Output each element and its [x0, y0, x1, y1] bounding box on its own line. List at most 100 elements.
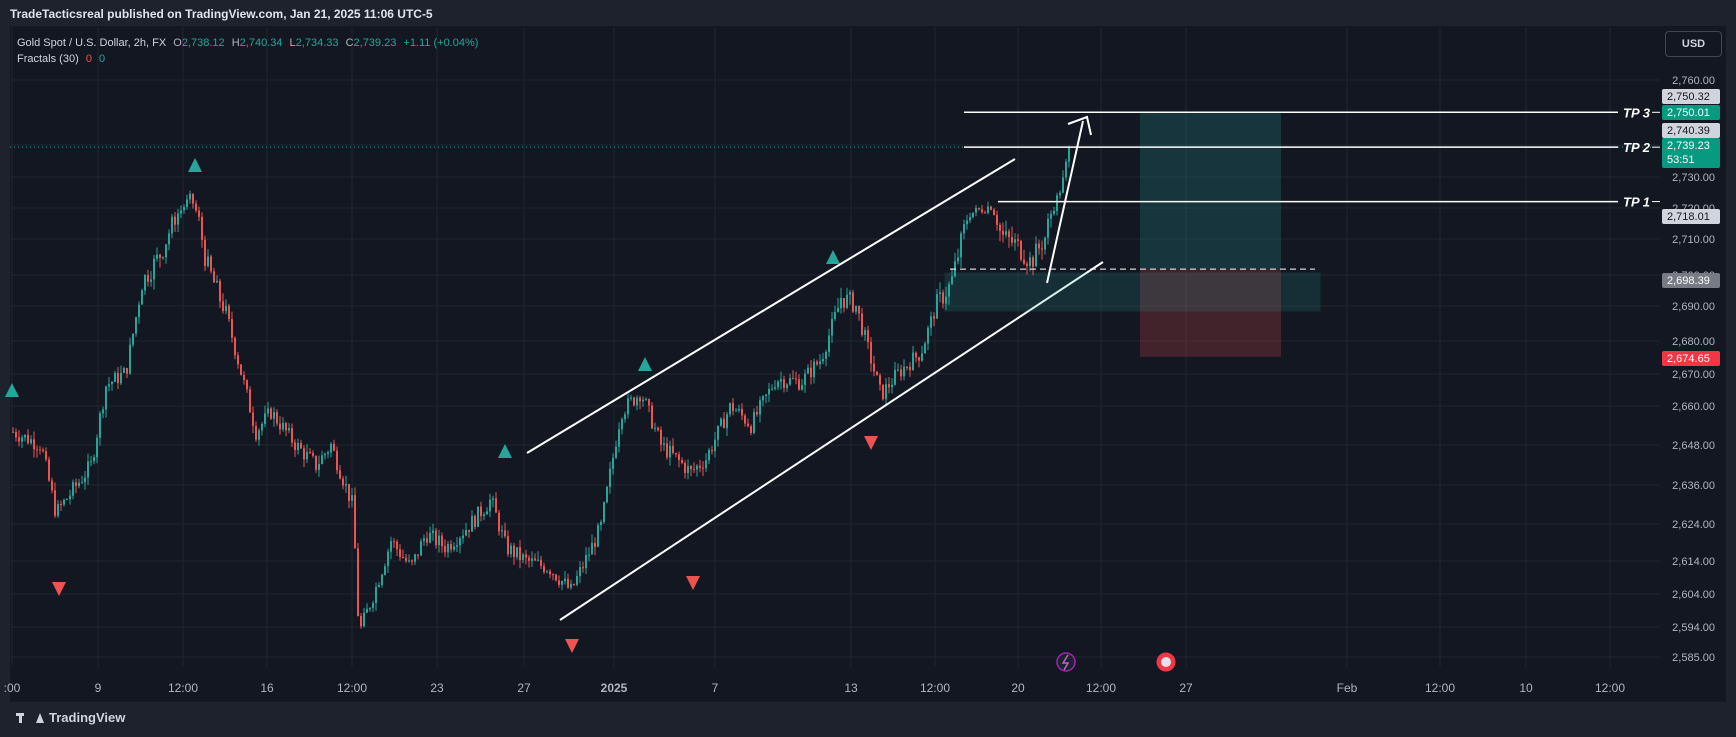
candle	[585, 554, 587, 569]
candle	[801, 384, 803, 390]
legend-high: 2,740.34	[239, 37, 283, 49]
candle	[441, 535, 443, 547]
candle	[156, 254, 158, 259]
candle	[675, 452, 677, 455]
candle	[957, 257, 959, 262]
indicator-name: Fractals (30)	[17, 53, 79, 65]
candle	[192, 193, 194, 204]
candle	[987, 206, 989, 213]
x-tick-label: 12:00	[168, 681, 198, 695]
candle	[258, 430, 260, 440]
candle	[690, 466, 692, 470]
price-tag	[1662, 89, 1720, 104]
candle	[804, 373, 806, 385]
candle	[834, 312, 836, 319]
candle	[948, 284, 950, 297]
candle	[606, 486, 608, 503]
candle	[186, 199, 188, 207]
candle	[39, 449, 41, 451]
lightning-icon	[1056, 652, 1076, 672]
candle	[249, 389, 251, 413]
candle	[348, 483, 350, 501]
candle	[450, 543, 452, 550]
candle	[153, 258, 155, 280]
indicator-value-down: 0	[85, 53, 92, 65]
candle	[366, 609, 368, 613]
candle	[87, 461, 89, 478]
candle	[183, 206, 185, 211]
candle	[465, 530, 467, 536]
candle	[408, 560, 410, 562]
price-tag	[1662, 209, 1720, 224]
candle	[945, 296, 947, 304]
candle	[315, 455, 317, 470]
candle	[1065, 161, 1067, 178]
candle	[1044, 237, 1046, 250]
currency-button[interactable]: USD	[1665, 31, 1722, 57]
legend-low: 2,734.33	[295, 37, 339, 49]
x-tick-label: 20	[1011, 681, 1025, 695]
candle	[123, 368, 125, 373]
candle	[630, 397, 632, 399]
candle	[231, 319, 233, 338]
candle	[198, 210, 200, 217]
candle	[981, 209, 983, 213]
y-tick-label: 2,604.00	[1672, 589, 1715, 601]
position-stop-zone	[1140, 269, 1281, 357]
candle	[1038, 243, 1040, 249]
candle	[24, 434, 26, 438]
x-tick-label: 12:00	[1425, 681, 1455, 695]
fractal-up-icon	[5, 383, 19, 397]
candle	[900, 369, 902, 377]
price-tag-text: 2,674.65	[1667, 353, 1710, 365]
candle	[135, 317, 137, 334]
fractal-down-icon	[864, 436, 878, 450]
candle	[18, 437, 20, 442]
candle	[885, 384, 887, 400]
candle	[30, 439, 32, 444]
candle	[345, 483, 347, 486]
candle	[60, 503, 62, 505]
candle	[774, 387, 776, 389]
tradingview-logo[interactable]: TradingView	[16, 710, 125, 725]
x-tick-label: 27	[1179, 681, 1193, 695]
candle	[573, 584, 575, 586]
candle	[252, 412, 254, 427]
candle	[369, 608, 371, 610]
candle	[537, 559, 539, 561]
candle	[93, 457, 95, 462]
price-tag	[1662, 273, 1720, 288]
candle	[1032, 257, 1034, 267]
candle	[201, 216, 203, 240]
candle	[264, 413, 266, 424]
candle	[438, 535, 440, 546]
candle	[420, 541, 422, 556]
candle	[552, 574, 554, 576]
candle	[726, 414, 728, 429]
candle	[165, 244, 167, 258]
price-tag-text: 2,718.01	[1667, 211, 1710, 223]
candle	[660, 430, 662, 445]
candle	[879, 375, 881, 385]
candle	[798, 379, 800, 390]
fractal-up-icon	[188, 158, 202, 172]
legend-change: +1.11 (+0.04%)	[403, 37, 479, 49]
fractal-down-icon	[565, 639, 579, 653]
candle	[648, 399, 650, 406]
candle	[870, 342, 872, 364]
price-tag-text: 2,740.39	[1667, 125, 1710, 137]
candle	[903, 366, 905, 377]
candle	[642, 399, 644, 402]
candle	[513, 545, 515, 558]
legend-indicator-row[interactable]: Fractals (30) 0 0	[17, 51, 478, 67]
candle	[519, 547, 521, 561]
price-chart[interactable]: 2,760.002,740.002,730.002,720.002,710.00…	[0, 0, 1736, 705]
brand-name: TradingView	[49, 710, 126, 725]
candle	[840, 298, 842, 309]
candle	[975, 207, 977, 213]
channel-lower-line	[559, 261, 1104, 621]
x-tick-label: :00	[4, 681, 21, 695]
y-tick-label: 2,636.00	[1672, 480, 1715, 492]
candle	[873, 363, 875, 372]
candle	[204, 239, 206, 266]
